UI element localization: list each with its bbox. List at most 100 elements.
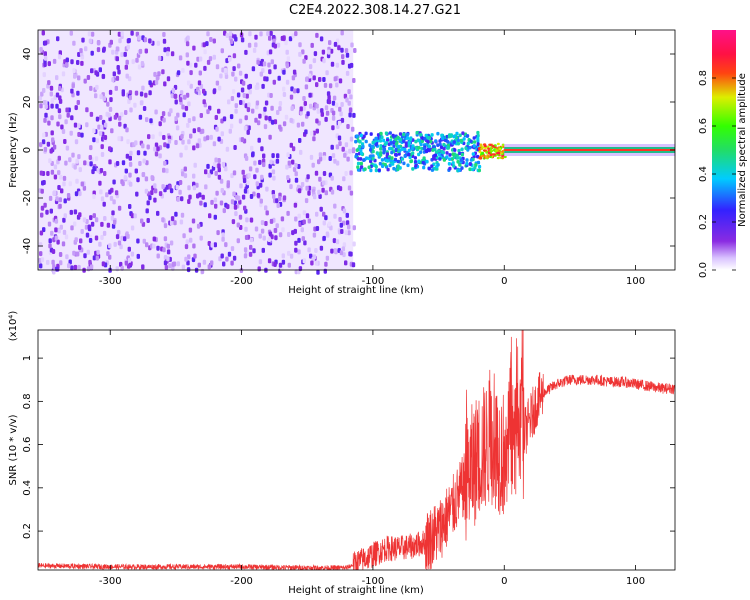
heatmap-cell — [131, 59, 135, 65]
heatmap-cell — [54, 227, 58, 233]
heatmap-cell — [327, 221, 332, 227]
heatmap-cell — [445, 155, 449, 159]
heatmap-cell — [240, 37, 245, 43]
heatmap-cell — [259, 31, 263, 37]
heatmap-cell — [125, 73, 129, 79]
heatmap-cell — [128, 172, 132, 178]
heatmap-cell — [446, 146, 450, 150]
heatmap-cell — [266, 31, 270, 37]
heatmap-cell — [443, 138, 448, 143]
heatmap-cell — [224, 242, 228, 248]
heatmap-cell — [73, 122, 78, 128]
heatmap-cell — [158, 153, 162, 159]
heatmap-cell — [230, 246, 235, 252]
heatmap-cell — [220, 48, 224, 54]
heatmap-cell — [156, 245, 160, 251]
heatmap-cell — [220, 188, 224, 193]
heatmap-cell — [311, 162, 315, 168]
heatmap-cell — [196, 56, 200, 62]
heatmap-cell — [214, 203, 218, 209]
heatmap-cell — [442, 142, 446, 147]
heatmap-cell — [113, 114, 118, 120]
heatmap-cell — [249, 237, 254, 243]
heatmap-cell — [264, 221, 268, 226]
heatmap-cell — [347, 89, 351, 95]
heatmap-cell — [209, 169, 214, 175]
heatmap-cell — [307, 247, 311, 253]
heatmap-cell — [140, 61, 145, 66]
heatmap-cell — [55, 103, 59, 109]
heatmap-cell — [452, 140, 456, 144]
heatmap-cell — [121, 160, 126, 166]
heatmap-cell — [374, 136, 378, 141]
heatmap-cell — [42, 88, 46, 93]
heatmap-cell — [324, 116, 328, 122]
heatmap-cell — [217, 167, 221, 173]
snr-series-line — [38, 330, 675, 570]
heatmap-cell — [56, 121, 60, 127]
heatmap-cell — [229, 39, 234, 45]
heatmap-cell — [281, 253, 285, 259]
heatmap-cell — [171, 88, 176, 93]
heatmap-cell — [42, 132, 46, 138]
heatmap-cell — [48, 158, 52, 164]
x-tick-label: 0 — [501, 576, 507, 587]
heatmap-cell — [382, 150, 386, 155]
heatmap-cell — [340, 30, 344, 36]
heatmap-cell — [328, 83, 333, 89]
heatmap-cell — [92, 137, 96, 143]
heatmap-cell — [186, 35, 190, 41]
heatmap-cell — [248, 89, 252, 95]
heatmap-cell — [86, 249, 90, 255]
heatmap-cell — [202, 99, 206, 105]
heatmap-cell — [157, 55, 162, 61]
heatmap-cell — [380, 135, 384, 140]
heatmap-cell — [110, 215, 115, 221]
heatmap-cell — [161, 217, 165, 223]
heatmap-cell — [483, 144, 487, 148]
heatmap-cell — [187, 185, 191, 191]
heatmap-cell — [379, 131, 383, 136]
heatmap-cell — [192, 185, 197, 191]
heatmap-cell — [88, 155, 92, 160]
heatmap-cell — [303, 240, 307, 246]
heatmap-cell — [472, 144, 476, 148]
heatmap-cell — [188, 62, 193, 68]
heatmap-cell — [149, 118, 153, 124]
heatmap-cell — [95, 255, 99, 261]
heatmap-cell — [249, 217, 254, 223]
heatmap-cell — [477, 168, 481, 173]
heatmap-cell — [162, 247, 166, 253]
heatmap-cell — [213, 242, 217, 248]
heatmap-cell — [346, 124, 350, 129]
heatmap-cell — [212, 88, 217, 94]
heatmap-cell — [42, 100, 47, 105]
heatmap-cell — [456, 141, 460, 146]
heatmap-cell — [333, 213, 337, 219]
heatmap-cell — [94, 70, 98, 76]
heatmap-cell — [255, 100, 260, 106]
heatmap-cell — [103, 216, 107, 221]
heatmap-cell — [165, 168, 169, 174]
heatmap-cell — [254, 226, 259, 232]
heatmap-cell — [294, 216, 298, 222]
heatmap-cell — [361, 144, 365, 149]
heatmap-cell — [228, 56, 232, 62]
heatmap-cell — [315, 118, 319, 124]
heatmap-cell — [306, 174, 310, 180]
heatmap-cell — [321, 187, 325, 193]
heatmap-cell — [302, 58, 306, 64]
heatmap-cell — [57, 54, 62, 60]
heatmap-region — [354, 130, 482, 173]
heatmap-cell — [356, 165, 360, 169]
heatmap-cell — [111, 223, 116, 229]
heatmap-cell — [310, 130, 314, 136]
heatmap-cell — [481, 152, 485, 155]
heatmap-cell — [201, 194, 205, 200]
heatmap-cell — [133, 213, 137, 219]
heatmap-cell — [272, 175, 276, 181]
heatmap-cell — [106, 222, 111, 228]
heatmap-cell — [297, 213, 301, 219]
heatmap-cell — [318, 156, 323, 162]
heatmap-cell — [158, 131, 162, 137]
